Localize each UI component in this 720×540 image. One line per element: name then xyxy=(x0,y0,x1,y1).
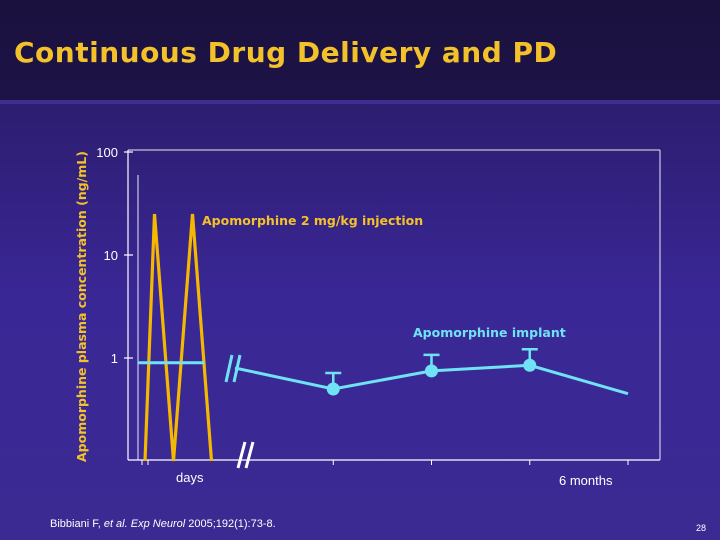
injection-line xyxy=(143,213,214,462)
reference-footnote: Bibbiani F, et al. Exp Neurol 2005;192(1… xyxy=(50,518,276,530)
implant-axis-break xyxy=(224,354,242,383)
implant-point xyxy=(326,382,340,396)
reference-etal: et al. xyxy=(103,518,128,530)
y-ticks: 100 10 1 xyxy=(96,145,133,366)
implant-point xyxy=(523,358,537,372)
slide-title: Continuous Drug Delivery and PD xyxy=(14,36,558,69)
reference-journal: Exp Neurol xyxy=(130,518,186,530)
plot-frame xyxy=(127,149,661,461)
x-ticks xyxy=(141,460,629,465)
page-number: 28 xyxy=(695,523,706,533)
y-tick-label: 10 xyxy=(104,248,118,263)
reference-author: Bibbiani F, xyxy=(50,518,101,530)
injection-annotation: Apomorphine 2 mg/kg injection xyxy=(202,213,423,228)
implant-point xyxy=(425,364,438,378)
y-tick-label: 100 xyxy=(96,145,118,160)
x-axis-break xyxy=(236,441,255,469)
reference-citation: 2005;192(1):73-8. xyxy=(188,518,276,530)
y-axis-title: Apomorphine plasma concentration (ng/mL) xyxy=(74,151,89,462)
x-label-days: days xyxy=(176,470,204,485)
implant-annotation: Apomorphine implant xyxy=(413,325,566,340)
injection-series xyxy=(143,213,214,462)
y-tick-label: 1 xyxy=(111,351,118,366)
implant-series xyxy=(138,348,629,396)
x-label-months: 6 months xyxy=(559,473,613,488)
